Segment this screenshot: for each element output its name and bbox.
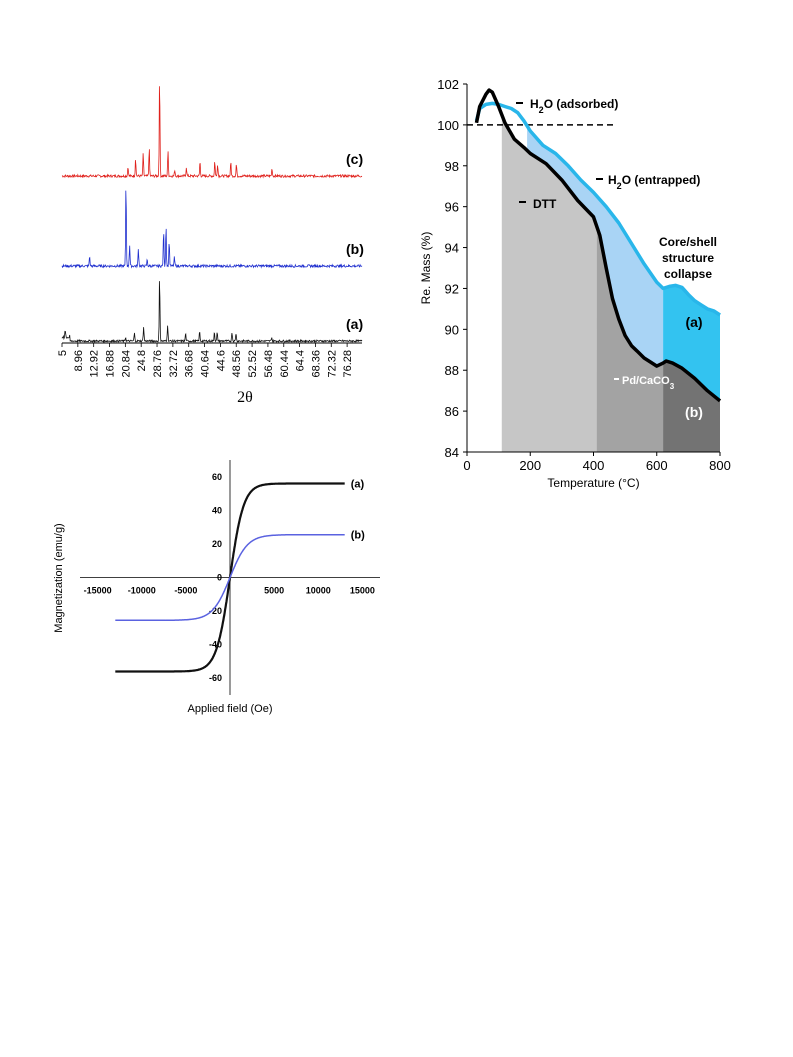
vsm-y-tick-label: 60 [212,472,222,482]
tga-y-tick-label: 96 [445,200,459,215]
vsm-x-tick-label: 15000 [350,586,375,596]
vsm-y-tick-label: 0 [217,573,222,583]
tga-x-tick-label: 600 [646,458,668,473]
tga-fill [663,285,720,401]
tga-y-tick-label: 98 [445,159,459,174]
xrd-x-tick-label: 76.28 [342,350,354,378]
xrd-x-tick-label: 60.44 [279,350,291,378]
tga-x-tick-label: 800 [709,458,731,473]
vsm-x-tick-label: 10000 [306,586,331,596]
tga-x-axis-title: Temperature (°C) [547,476,639,490]
xrd-x-tick-label: 52.52 [247,350,259,378]
tga-annotation-core2: structure [662,251,714,265]
xrd-x-tick-label: 40.64 [200,350,212,378]
xrd-x-tick-label: 24.8 [136,350,148,371]
tga-y-tick-label: 102 [437,77,459,92]
vsm-y-tick-label: -40 [209,640,222,650]
vsm-y-tick-label: -20 [209,606,222,616]
tga-y-tick-label: 100 [437,118,459,133]
tga-y-tick-label: 90 [445,322,459,337]
xrd-x-tick-label: 56.48 [263,350,275,378]
tga-x-tick-label: 200 [519,458,541,473]
xrd-x-tick-label: 72.32 [326,350,338,378]
tga-y-tick-label: 86 [445,404,459,419]
tga-y-tick-label: 92 [445,281,459,296]
xrd-series-label: (a) [346,316,363,332]
xrd-panel: (c) (b) (a) 5 8.96 12.92 16.88 20.84 24.8 28.76 32… [40,60,400,410]
tga-annotation-pd: Pd/CaCO3 [622,375,675,391]
vsm-x-tick-label: -10000 [128,586,156,596]
tga-series-line [474,101,721,317]
xrd-series-line [61,190,363,269]
tga-annotation-core1: Core/shell [659,235,717,249]
vsm-x-tick-label: -15000 [84,586,112,596]
xrd-chart: (c) (b) (a) 5 8.96 12.92 16.88 20.84 24.8 28.76 32… [57,86,364,406]
vsm-x-axis-title: Applied field (Oe) [188,703,273,715]
vsm-series-label: (b) [351,530,365,542]
xrd-series-label: (b) [346,241,364,257]
vsm-series-line [115,533,345,622]
tga-region [663,361,720,452]
xrd-series-line [61,281,363,344]
tga-series-line [474,88,722,403]
tga-y-axis-title: Re. Mass (%) [419,232,433,305]
tga-chart: 84 86 88 90 92 94 96 98 100 102 0 200 400 600 800 Tempe… [419,77,731,490]
tga-fill [527,125,664,367]
tga-panel: 84 86 88 90 92 94 96 98 100 102 0 200 400 600 800 Tempe… [410,70,740,500]
xrd-x-tick-label: 5 [57,350,69,356]
tga-region [596,226,664,452]
tga-x-tick-label: 0 [463,458,470,473]
xrd-x-tick-label: 28.76 [152,350,164,378]
vsm-panel: -15000 -10000 -5000 5000 10000 15000 60 40 20 0 -2… [50,450,390,730]
xrd-x-tick-label: 32.72 [168,350,180,378]
xrd-x-tick-label: 64.4 [295,350,307,371]
tga-series-label: (a) [685,314,702,330]
tga-region [501,114,597,452]
tga-y-tick-label: 88 [445,363,459,378]
tga-annotation-h2o-adsorbed: H2O (adsorbed) [530,97,618,115]
xrd-x-tick-label: 44.6 [215,350,227,371]
vsm-x-tick-label: 5000 [264,586,284,596]
vsm-y-tick-label: 20 [212,539,222,549]
tga-y-tick-label: 84 [445,445,459,460]
vsm-chart: -15000 -10000 -5000 5000 10000 15000 60 40 20 0 -2… [53,460,380,715]
xrd-series-line [61,86,363,179]
tga-annotation-dtt: DTT [533,197,557,211]
tga-x-tick-label: 400 [583,458,605,473]
vsm-y-tick-label: -60 [209,673,222,683]
xrd-x-tick-label: 48.56 [231,350,243,378]
vsm-y-axis-title: Magnetization (emu/g) [53,523,65,632]
xrd-x-tick-label: 68.36 [310,350,322,378]
xrd-x-tick-label: 36.68 [184,350,196,378]
xrd-series-label: (c) [346,151,363,167]
xrd-x-axis-title: 2θ [237,389,253,406]
tga-series-label: (b) [685,404,703,420]
tga-annotation-core3: collapse [664,267,712,281]
vsm-x-tick-label: -5000 [174,586,197,596]
xrd-x-tick-label: 8.96 [73,350,85,371]
tga-y-tick-label: 94 [445,241,459,256]
tga-annotation-h2o-entrapped: H2O (entrapped) [608,173,700,191]
vsm-series-label: (a) [351,479,365,491]
xrd-x-tick-label: 20.84 [120,350,132,378]
vsm-y-tick-label: 40 [212,505,222,515]
xrd-x-tick-label: 16.88 [105,350,117,378]
xrd-x-tick-label: 12.92 [89,350,101,378]
